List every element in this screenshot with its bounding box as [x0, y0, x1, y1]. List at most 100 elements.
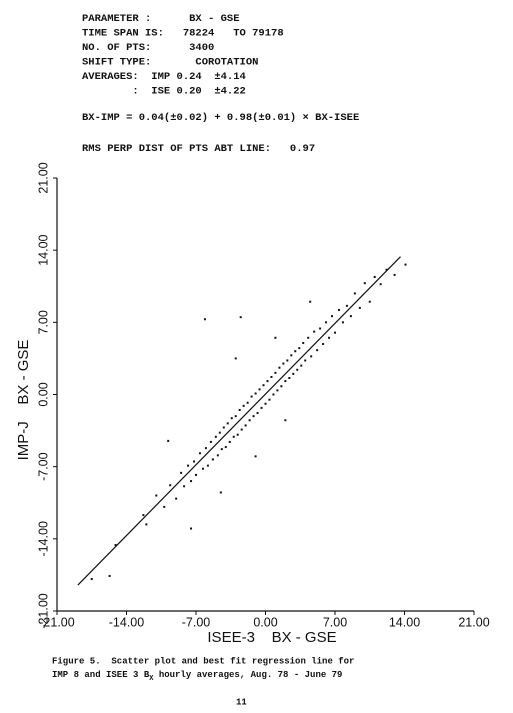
y-tick-label: 21.00 — [36, 162, 50, 193]
data-point — [319, 327, 322, 330]
data-point — [248, 419, 251, 422]
data-point — [290, 354, 293, 357]
data-point — [234, 415, 237, 418]
data-point — [286, 359, 289, 362]
data-point — [193, 460, 196, 463]
data-point — [239, 316, 242, 319]
data-point — [276, 389, 279, 392]
data-point — [201, 467, 204, 470]
data-point — [309, 300, 312, 303]
caption-text: hourly averages, Aug. 78 - June 79 — [153, 670, 342, 680]
caption-line: IMP 8 and ISEE 3 BX hourly averages, Aug… — [52, 670, 342, 682]
data-point — [296, 368, 299, 371]
data-point — [183, 485, 186, 488]
data-point — [349, 315, 352, 318]
data-point — [307, 336, 310, 339]
data-point — [268, 398, 271, 401]
data-point — [331, 315, 334, 318]
y-tick-label: 14.00 — [36, 234, 50, 265]
data-point — [368, 300, 371, 303]
data-point — [304, 359, 307, 362]
header-line: : ISE 0.20 ±4.22 — [82, 85, 246, 97]
data-point — [256, 412, 259, 415]
data-point — [379, 283, 382, 286]
data-point — [226, 422, 229, 425]
data-point — [238, 408, 241, 411]
data-point — [187, 464, 190, 467]
data-point — [222, 426, 225, 429]
data-point — [393, 273, 396, 276]
data-point — [198, 452, 201, 455]
x-tick-label: -21.00 — [39, 615, 74, 629]
data-point — [163, 505, 166, 508]
y-tick-label: -14.00 — [36, 521, 50, 556]
x-tick-label: 7.00 — [323, 615, 347, 629]
data-point — [337, 308, 340, 311]
rms-text: RMS PERP DIST OF PTS ABT LINE: 0.97 — [82, 143, 315, 155]
data-point — [220, 448, 223, 451]
data-point — [234, 357, 237, 360]
data-point — [300, 364, 303, 367]
data-point — [250, 395, 253, 398]
caption-text: IMP 8 and ISEE 3 B — [52, 670, 150, 680]
data-point — [385, 268, 388, 271]
header-line: AVERAGES: IMP 0.24 ±4.14 — [82, 71, 246, 83]
data-point — [252, 415, 255, 418]
data-point — [142, 514, 145, 517]
x-tick-label: 0.00 — [253, 615, 277, 629]
data-point — [258, 388, 261, 391]
data-point — [203, 318, 206, 321]
data-point — [175, 497, 178, 500]
data-point — [334, 331, 336, 334]
data-point — [211, 458, 214, 461]
x-tick-label: 14.00 — [389, 615, 420, 629]
data-point — [145, 523, 148, 526]
data-point — [284, 419, 287, 422]
data-point — [244, 424, 247, 427]
data-point — [278, 366, 281, 369]
page-number: 11 — [236, 697, 247, 707]
data-point — [254, 392, 257, 395]
data-point — [254, 455, 257, 458]
data-point — [216, 454, 219, 457]
header-line: TIME SPAN IS: 78224 TO 79178 — [82, 27, 284, 39]
regression-equation: BX-IMP = 0.04(±0.02) + 0.98(±0.01) × BX-… — [82, 112, 359, 124]
x-tick-label: 21.00 — [458, 615, 489, 629]
data-point — [313, 330, 316, 333]
data-point — [190, 480, 193, 483]
data-point — [190, 527, 193, 530]
data-point — [264, 402, 267, 405]
data-point — [167, 439, 170, 442]
y-tick-label: 7.00 — [36, 310, 50, 334]
data-point — [232, 435, 235, 438]
data-point — [155, 494, 158, 497]
data-point — [266, 380, 269, 383]
data-point — [195, 473, 197, 476]
caption-subscript: X — [149, 675, 154, 683]
data-point — [292, 372, 295, 375]
data-point — [260, 406, 263, 409]
data-point — [284, 380, 287, 383]
data-point — [108, 574, 111, 577]
data-point — [274, 371, 277, 374]
data-point — [218, 431, 221, 434]
data-point — [206, 464, 209, 467]
data-point — [310, 355, 313, 358]
data-point — [282, 362, 285, 365]
data-point — [302, 341, 305, 344]
data-point — [328, 336, 331, 339]
data-point — [219, 491, 222, 494]
data-point — [294, 350, 297, 353]
x-tick-label: -7.00 — [182, 615, 211, 629]
data-point — [341, 321, 344, 324]
data-point — [228, 440, 231, 443]
x-axis-title: ISEE-3 BX - GSE — [207, 629, 336, 646]
data-point — [288, 377, 291, 380]
caption-line: Figure 5. Scatter plot and best fit regr… — [52, 656, 354, 666]
data-point — [224, 446, 227, 449]
data-point — [242, 404, 245, 407]
data-point — [114, 544, 117, 547]
data-point — [272, 393, 275, 396]
header-line: PARAMETER : BX - GSE — [82, 13, 240, 25]
